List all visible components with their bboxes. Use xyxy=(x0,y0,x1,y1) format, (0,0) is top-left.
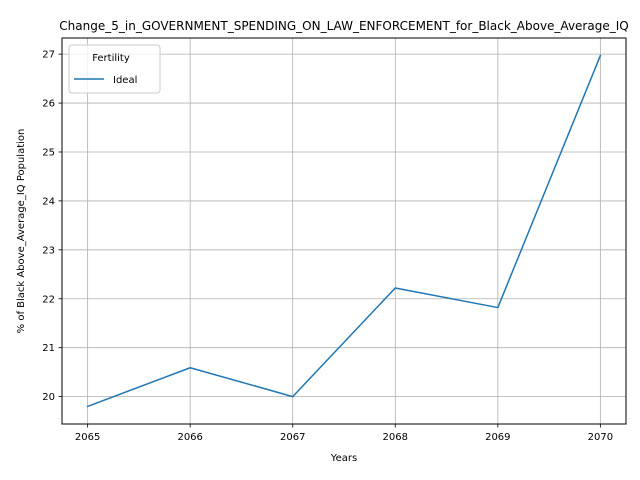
chart-title: Change_5_in_GOVERNMENT_SPENDING_ON_LAW_E… xyxy=(59,19,628,33)
plot-frame xyxy=(61,37,627,425)
x-tick-label: 2066 xyxy=(177,432,202,443)
legend-box xyxy=(68,44,161,94)
legend: Fertility Ideal xyxy=(68,44,161,94)
x-axis-label: Years xyxy=(330,453,357,464)
y-tick-label: 22 xyxy=(42,294,55,305)
legend-title: Fertility xyxy=(92,53,130,64)
y-tick-label: 21 xyxy=(42,343,55,354)
y-tick-label: 20 xyxy=(42,392,55,403)
grid xyxy=(62,38,626,424)
y-tick-label: 26 xyxy=(42,99,55,110)
y-tick-label: 24 xyxy=(42,196,55,207)
y-tick-label: 23 xyxy=(42,245,55,256)
x-tick-label: 2065 xyxy=(75,432,100,443)
x-axis: 2065 2066 2067 2068 2069 2070 xyxy=(75,424,613,443)
x-tick-label: 2069 xyxy=(485,432,510,443)
x-tick-label: 2070 xyxy=(588,432,613,443)
x-tick-label: 2068 xyxy=(383,432,408,443)
series-line-ideal xyxy=(86,54,602,408)
y-axis: 20 21 22 23 24 25 26 27 xyxy=(42,50,62,403)
y-axis-label: % of Black Above_Average_IQ Population xyxy=(16,129,27,334)
y-tick-label: 25 xyxy=(42,147,55,158)
x-tick-label: 2067 xyxy=(280,432,305,443)
y-tick-label: 27 xyxy=(42,50,55,61)
series-layer xyxy=(86,54,602,408)
legend-entry: Ideal xyxy=(113,75,137,86)
